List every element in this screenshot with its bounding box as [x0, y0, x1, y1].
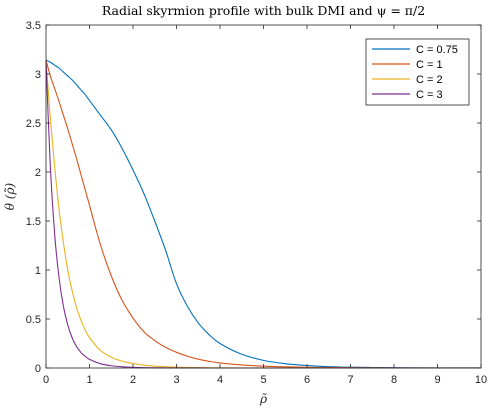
x-tick-label: 5 [260, 374, 266, 386]
y-tick-label: 3 [35, 69, 41, 81]
x-tick-label: 1 [86, 374, 92, 386]
y-axis-ticks: 0 0.5 1 1.5 2 2.5 3 3.5 [26, 20, 481, 375]
y-tick-label: 1.5 [26, 216, 41, 228]
x-tick-label: 4 [217, 374, 223, 386]
y-tick-label: 3.5 [26, 20, 41, 32]
x-axis-ticks: 0 1 2 3 4 5 6 7 8 9 10 [43, 25, 487, 386]
legend-label: C = 0.75 [416, 44, 458, 56]
chart-title: Radial skyrmion profile with bulk DMI an… [102, 3, 425, 18]
y-tick-label: 2 [35, 167, 41, 179]
x-tick-label: 2 [130, 374, 136, 386]
legend-label: C = 1 [416, 59, 443, 71]
x-tick-label: 10 [475, 374, 487, 386]
legend: C = 0.75 C = 1 C = 2 C = 3 [365, 38, 470, 106]
x-tick-label: 8 [391, 374, 397, 386]
x-tick-label: 9 [434, 374, 440, 386]
legend-label: C = 2 [416, 74, 443, 86]
y-tick-label: 0 [35, 363, 41, 375]
y-axis-label: θ (ρ̃) [3, 182, 17, 210]
x-tick-label: 0 [43, 374, 49, 386]
x-tick-label: 7 [347, 374, 353, 386]
x-tick-label: 6 [304, 374, 310, 386]
y-tick-label: 2.5 [26, 118, 41, 130]
y-tick-label: 0.5 [26, 314, 41, 326]
x-tick-label: 3 [173, 374, 179, 386]
legend-label: C = 3 [416, 89, 443, 101]
x-axis-label: ρ̃ [259, 392, 267, 406]
y-tick-label: 1 [35, 265, 41, 277]
